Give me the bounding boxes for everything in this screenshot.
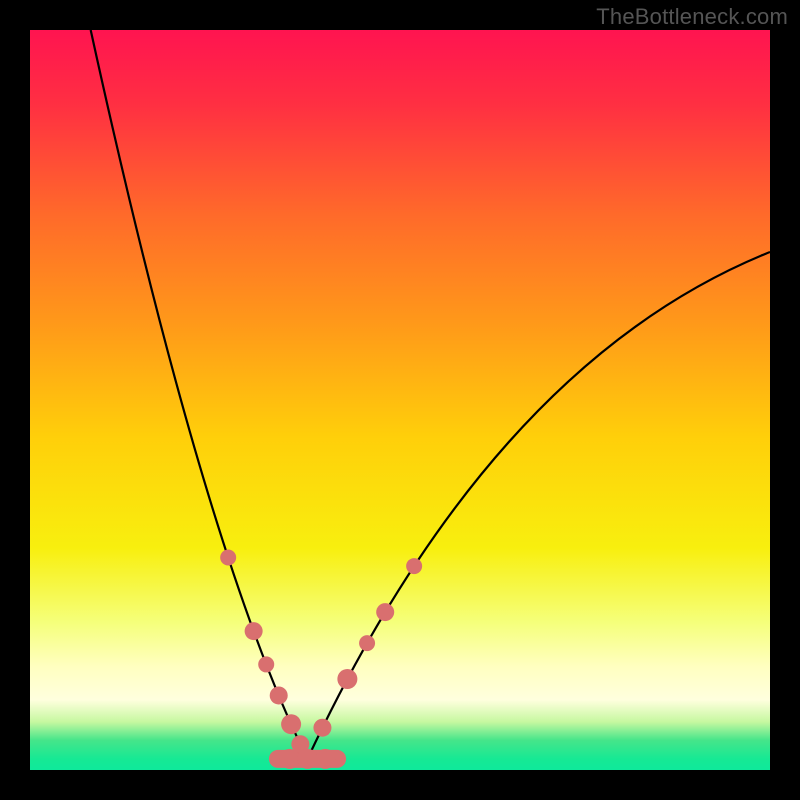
data-point <box>406 558 422 574</box>
data-point <box>315 749 335 769</box>
chart-stage: TheBottleneck.com <box>0 0 800 800</box>
data-point <box>280 749 300 769</box>
data-point <box>313 719 331 737</box>
data-point <box>298 749 318 769</box>
data-point <box>245 622 263 640</box>
data-point <box>220 549 236 565</box>
data-point <box>337 669 357 689</box>
bottleneck-curve-chart <box>0 0 800 800</box>
plot-background <box>30 30 770 770</box>
data-point <box>258 656 274 672</box>
data-point <box>376 603 394 621</box>
data-point <box>359 635 375 651</box>
data-point <box>281 714 301 734</box>
watermark-text: TheBottleneck.com <box>596 4 788 30</box>
data-point <box>270 686 288 704</box>
